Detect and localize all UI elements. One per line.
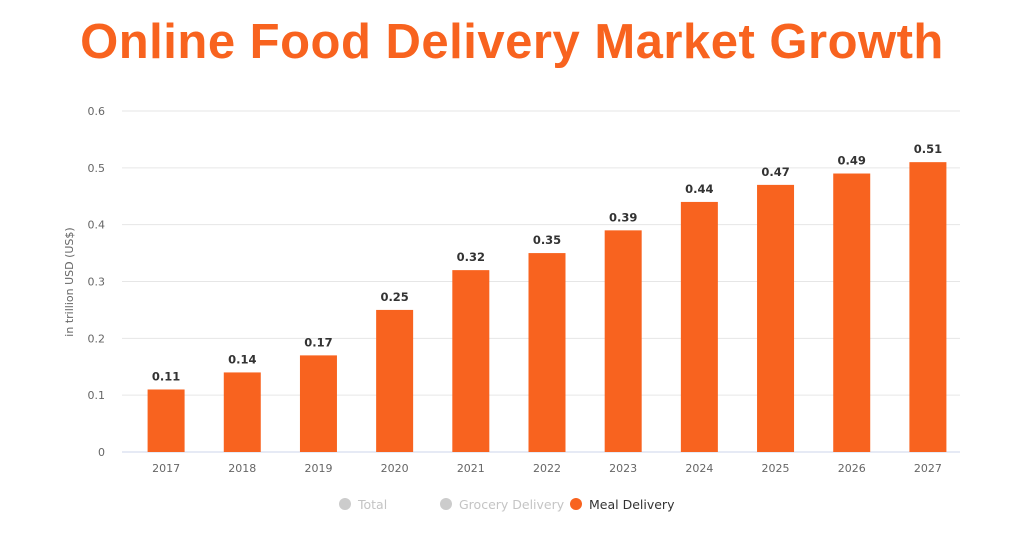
bar-2020[interactable] (376, 309, 414, 452)
bar-2022[interactable] (528, 253, 566, 452)
y-tick-label: 0.6 (88, 105, 106, 118)
legend-item-total[interactable]: Total (339, 497, 387, 512)
legend-marker-icon (339, 498, 351, 510)
legend-marker-icon (570, 498, 582, 510)
chart-title: Online Food Delivery Market Growth (80, 15, 944, 69)
y-tick-label: 0.1 (88, 389, 106, 402)
x-tick-label: 2027 (914, 462, 942, 475)
x-tick-label: 2022 (533, 462, 561, 475)
y-tick-label: 0.3 (88, 276, 106, 289)
legend-label: Meal Delivery (589, 497, 675, 512)
bar-2018[interactable] (223, 372, 261, 452)
legend-item-grocery-delivery[interactable]: Grocery Delivery (440, 497, 565, 512)
data-label: 0.47 (761, 165, 789, 179)
bar-2024[interactable] (680, 201, 718, 452)
x-tick-label: 2023 (609, 462, 637, 475)
y-tick-label: 0 (98, 446, 105, 459)
x-tick-label: 2019 (304, 462, 332, 475)
y-tick-label: 0.5 (88, 162, 106, 175)
x-tick-label: 2017 (152, 462, 180, 475)
bar-2017[interactable] (147, 389, 185, 452)
data-label: 0.44 (685, 182, 713, 196)
data-label: 0.17 (304, 335, 332, 349)
y-tick-label: 0.4 (88, 219, 106, 232)
bar-2021[interactable] (452, 270, 490, 452)
y-axis-label: in trillion USD (US$) (63, 227, 76, 336)
data-label: 0.11 (152, 369, 180, 383)
legend-marker-icon (440, 498, 452, 510)
bar-2023[interactable] (604, 230, 642, 452)
x-tick-label: 2020 (381, 462, 409, 475)
bar-2026[interactable] (833, 173, 871, 452)
legend-label: Total (357, 497, 387, 512)
x-tick-label: 2026 (838, 462, 866, 475)
data-label: 0.51 (914, 142, 942, 156)
x-tick-label: 2021 (457, 462, 485, 475)
data-label: 0.25 (380, 290, 408, 304)
x-tick-label: 2024 (685, 462, 713, 475)
bar-2019[interactable] (299, 355, 337, 452)
data-label: 0.49 (838, 154, 866, 168)
legend-item-meal-delivery[interactable]: Meal Delivery (570, 497, 675, 512)
data-label: 0.35 (533, 233, 561, 247)
data-label: 0.39 (609, 210, 637, 224)
x-tick-label: 2025 (762, 462, 790, 475)
y-tick-label: 0.2 (88, 332, 106, 345)
bar-2025[interactable] (757, 184, 795, 452)
data-label: 0.32 (457, 250, 485, 264)
legend-label: Grocery Delivery (459, 497, 565, 512)
x-tick-label: 2018 (228, 462, 256, 475)
bar-2027[interactable] (909, 162, 947, 452)
data-label: 0.14 (228, 352, 256, 366)
